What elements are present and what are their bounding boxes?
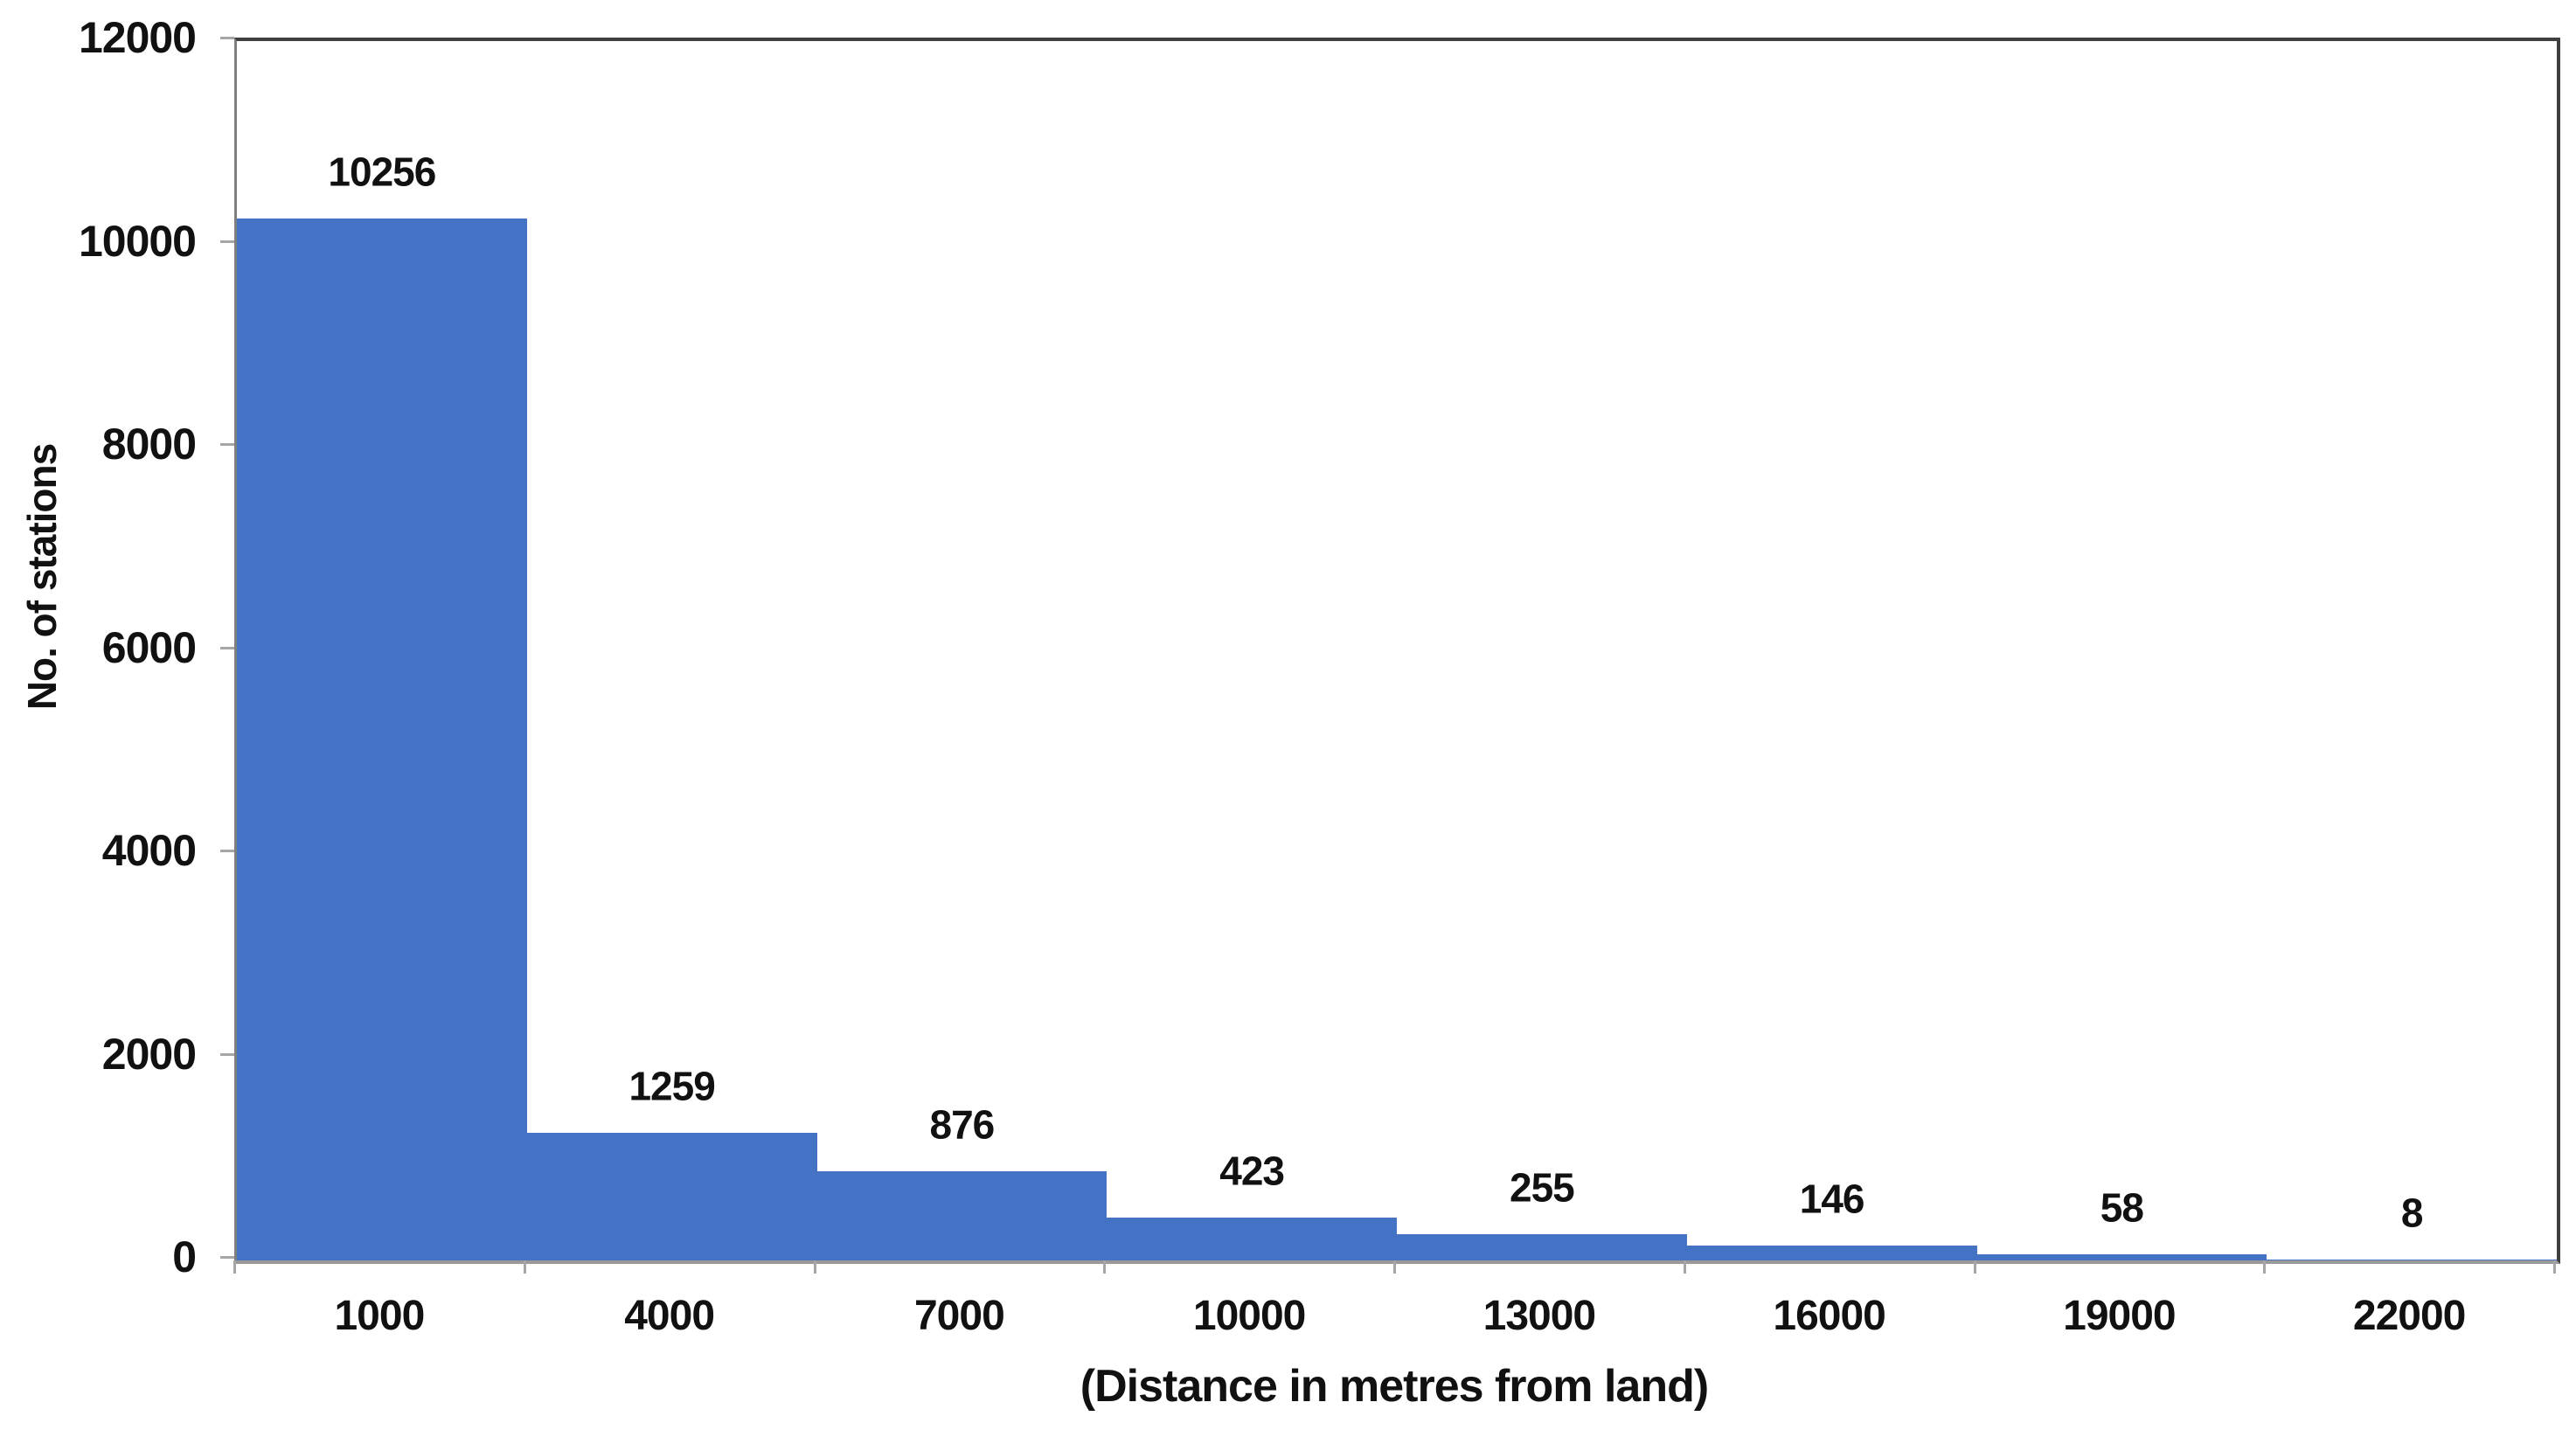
x-tick-mark xyxy=(813,1260,816,1274)
x-tick-mark xyxy=(1393,1260,1396,1274)
data-label-22000: 8 xyxy=(2400,1190,2424,1236)
y-tick-label: 8000 xyxy=(101,420,197,469)
bar-7000 xyxy=(816,1171,1107,1260)
x-tick-label: 19000 xyxy=(2063,1293,2176,1339)
bar-10000 xyxy=(1107,1217,1397,1260)
x-tick-label: 22000 xyxy=(2352,1293,2466,1339)
y-tick-label: 10000 xyxy=(78,216,197,266)
x-tick-mark xyxy=(233,1260,236,1274)
bar-13000 xyxy=(1397,1234,1687,1260)
x-tick-label: 10000 xyxy=(1192,1293,1306,1339)
data-label-10000: 423 xyxy=(1219,1148,1285,1194)
data-label-19000: 58 xyxy=(2100,1184,2144,1231)
data-label-13000: 255 xyxy=(1510,1164,1575,1211)
x-tick-label: 4000 xyxy=(624,1293,715,1339)
y-tick-mark xyxy=(220,1256,234,1259)
y-tick-mark xyxy=(220,443,234,446)
x-tick-mark xyxy=(2553,1260,2556,1274)
y-tick-label: 12000 xyxy=(78,13,197,62)
y-tick-mark xyxy=(220,239,234,243)
bar-1000 xyxy=(237,218,527,1260)
data-label-4000: 1259 xyxy=(628,1063,715,1109)
bar-16000 xyxy=(1686,1246,1977,1260)
plot-area: 10256 1259 876 423 255 146 58 8 xyxy=(234,38,2560,1264)
x-tick-mark xyxy=(1103,1260,1107,1274)
x-tick-mark xyxy=(2263,1260,2267,1274)
x-tick-mark xyxy=(1683,1260,1686,1274)
x-tick-mark xyxy=(1973,1260,1976,1274)
x-axis-title: (Distance in metres from land) xyxy=(1080,1361,1709,1412)
y-tick-mark xyxy=(220,37,234,39)
x-tick-mark xyxy=(523,1260,526,1274)
y-tick-label: 2000 xyxy=(101,1029,197,1079)
bar-4000 xyxy=(526,1132,817,1260)
data-label-7000: 876 xyxy=(929,1101,996,1148)
bar-19000 xyxy=(1976,1254,2267,1260)
x-tick-label: 13000 xyxy=(1482,1293,1596,1339)
y-tick-label: 0 xyxy=(172,1232,197,1281)
data-label-1000: 10256 xyxy=(328,149,436,195)
y-axis-title: No. of stations xyxy=(19,443,65,711)
y-tick-mark xyxy=(220,646,234,649)
x-tick-label: 16000 xyxy=(1773,1293,1885,1339)
x-tick-label: 1000 xyxy=(334,1293,425,1339)
y-tick-label: 6000 xyxy=(101,622,197,672)
x-tick-label: 7000 xyxy=(913,1293,1005,1339)
y-tick-label: 4000 xyxy=(101,826,197,875)
y-tick-mark xyxy=(220,850,234,852)
data-label-16000: 146 xyxy=(1799,1176,1865,1222)
y-tick-mark xyxy=(220,1052,234,1056)
